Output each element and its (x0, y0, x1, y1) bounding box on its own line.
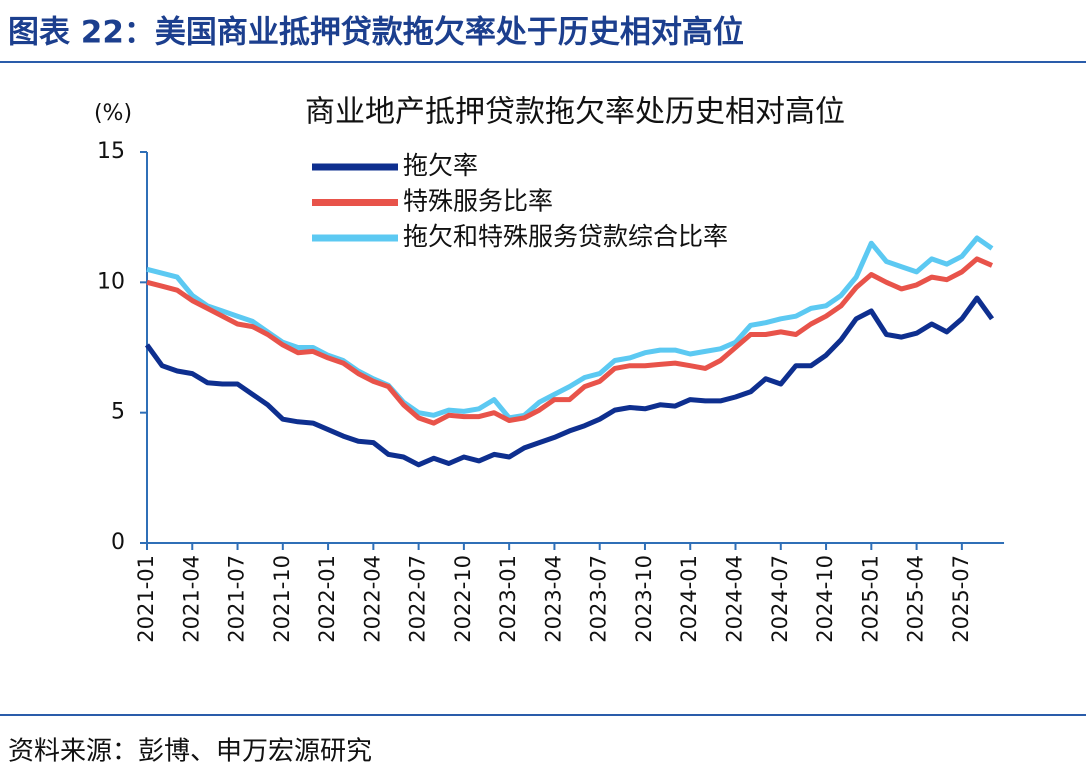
legend-label: 特殊服务比率 (403, 187, 553, 216)
x-tick-label: 2025-07 (949, 555, 973, 643)
x-tick-label: 2022-07 (406, 555, 430, 643)
x-tick-label: 2023-01 (496, 555, 520, 643)
x-tick-label: 2025-01 (858, 555, 882, 643)
x-tick-label: 2025-04 (904, 555, 928, 643)
x-tick-label: 2023-04 (541, 555, 565, 643)
x-tick-label: 2023-10 (632, 555, 656, 643)
x-tick-label: 2021-07 (225, 555, 249, 643)
source-note: 资料来源：彭博、申万宏源研究 (8, 737, 372, 767)
series-line (146, 235, 994, 421)
x-tick-label: 2023-07 (587, 555, 611, 643)
y-tick-label: 0 (111, 530, 125, 555)
x-tick-label: 2024-10 (813, 555, 837, 643)
series-line (144, 295, 995, 468)
series-line (146, 256, 993, 426)
x-tick-label: 2022-04 (360, 555, 384, 643)
y-tick-label: 10 (97, 269, 125, 294)
chart-title: 商业地产抵押贷款拖欠率处历史相对高位 (305, 95, 845, 130)
x-tick-label: 2024-07 (768, 555, 792, 643)
header-title: 图表 22：美国商业抵押贷款拖欠率处于历史相对高位 (8, 15, 744, 51)
x-tick-label: 2022-10 (451, 555, 475, 643)
x-tick-label: 2021-04 (179, 555, 203, 643)
x-tick-label: 2021-01 (134, 555, 158, 643)
legend-label: 拖欠率 (403, 151, 478, 180)
x-tick-label: 2024-04 (723, 555, 747, 643)
x-tick-label: 2022-01 (315, 555, 339, 643)
x-tick-label: 2021-10 (270, 555, 294, 643)
x-tick-label: 2024-01 (677, 555, 701, 643)
y-axis-label: (%) (94, 101, 132, 126)
y-tick-label: 15 (97, 139, 125, 164)
legend-label: 拖欠和特殊服务贷款综合比率 (403, 222, 728, 251)
y-tick-label: 5 (111, 400, 125, 425)
